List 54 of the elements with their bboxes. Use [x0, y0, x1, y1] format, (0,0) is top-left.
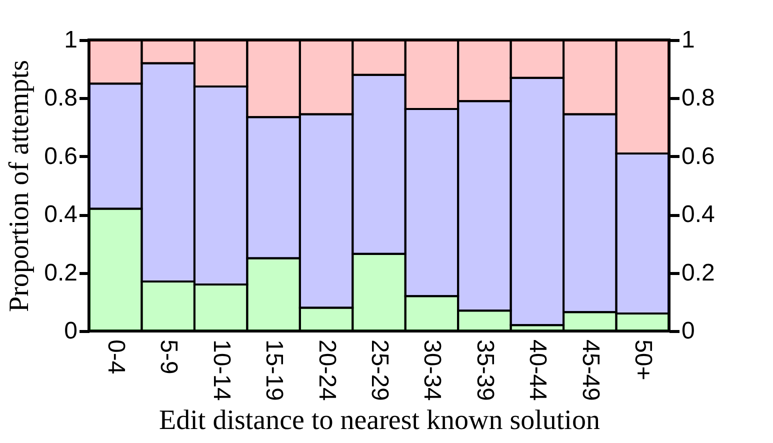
x-tick-label: 15-19	[260, 340, 288, 401]
y2-tick-label: 0.2	[682, 259, 715, 286]
y-axis-title: Proportion of attempts	[4, 60, 36, 312]
bar	[298, 39, 354, 116]
y-tick-label: 0.2	[44, 259, 78, 286]
x-tick-label: 20-24	[313, 340, 340, 401]
y2-tick-label: 0.4	[682, 201, 715, 228]
bar	[88, 82, 143, 210]
bar	[404, 108, 460, 298]
x-tick-label: 50+	[630, 340, 657, 380]
bar	[193, 283, 248, 332]
y-tick-label: 0.8	[44, 84, 78, 112]
bar	[246, 39, 301, 118]
bar	[510, 76, 565, 326]
y-tick-label: 0.6	[44, 142, 78, 170]
bar	[457, 39, 512, 102]
x-tick-label: 5-9	[155, 340, 182, 374]
bar	[298, 113, 354, 309]
bar	[193, 39, 248, 88]
y-tick-label: 0	[64, 318, 78, 344]
x-tick-label: 0-4	[102, 340, 130, 374]
x-tick-label: 40-44	[524, 340, 552, 401]
x-axis-title: Edit distance to nearest known solution	[159, 404, 600, 436]
bar	[457, 100, 512, 312]
y2-tick-label: 0	[682, 318, 695, 344]
y2-tick-label: 1	[682, 26, 695, 54]
x-tick-label: 35-39	[471, 340, 498, 401]
y2-tick-label: 0.6	[682, 142, 715, 170]
bar	[88, 208, 143, 332]
bar	[88, 39, 143, 85]
y-tick-label: 0.4	[44, 201, 78, 228]
x-tick-label: 45-49	[576, 340, 604, 401]
bar	[404, 295, 460, 332]
bar	[404, 39, 460, 110]
bar	[140, 62, 196, 283]
bar	[140, 39, 196, 64]
bar	[193, 86, 248, 286]
y-tick-label: 1	[64, 26, 78, 54]
bar	[562, 113, 618, 314]
x-tick-label: 30-34	[418, 340, 446, 401]
bar	[140, 280, 196, 332]
bar	[352, 39, 406, 76]
bar	[246, 257, 301, 332]
bar	[562, 39, 618, 116]
bar	[615, 152, 670, 315]
bar	[615, 312, 670, 332]
bar	[352, 74, 406, 255]
bar	[510, 39, 565, 79]
bar	[615, 39, 670, 154]
x-tick-label: 10-14	[208, 340, 235, 401]
bar	[352, 252, 406, 332]
y2-tick-label: 0.8	[682, 84, 715, 112]
bar	[246, 116, 301, 260]
x-tick-label: 25-29	[366, 340, 393, 401]
